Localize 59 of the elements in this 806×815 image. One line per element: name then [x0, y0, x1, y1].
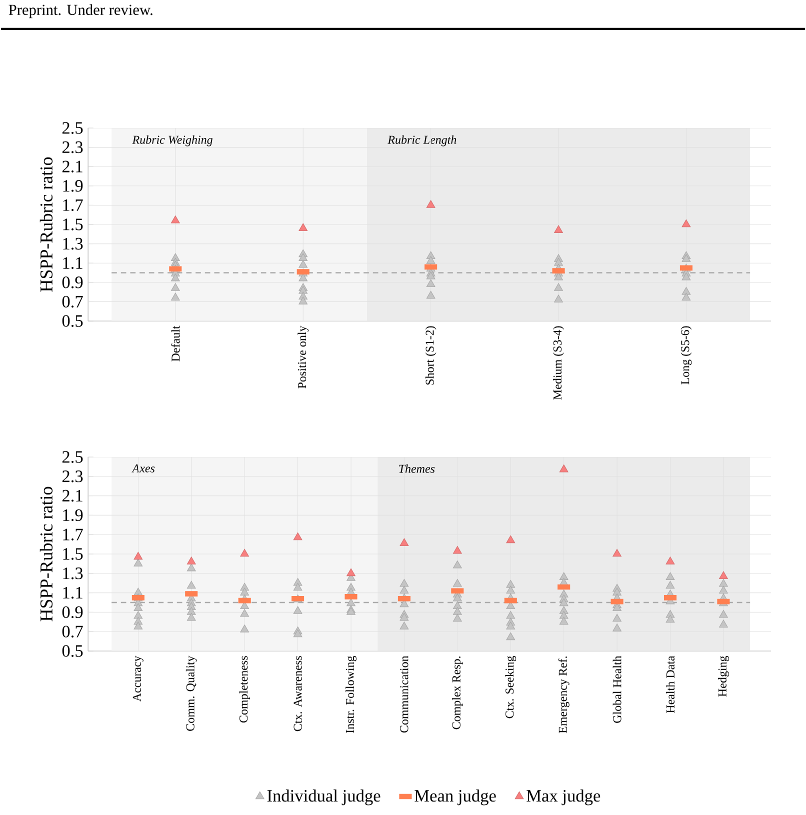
point	[666, 556, 675, 564]
y-tick-label: 0.5	[62, 645, 83, 657]
x-tick-label: Instr. Following	[345, 656, 356, 733]
y-tick-label: 1.5	[63, 218, 83, 230]
x-tick-label: Communication	[400, 656, 408, 733]
x-tick-label: Short (S1-2)	[425, 326, 436, 385]
point	[293, 532, 302, 540]
band-label: Rubric Weighing	[132, 135, 212, 146]
y-tick-label: 1.9	[63, 180, 83, 192]
band-label: Rubric Length	[388, 135, 456, 146]
y-tick-label: 1.9	[63, 509, 83, 522]
x-tick-label: Accuracy	[132, 656, 144, 702]
y-tick-label: 1.1	[63, 586, 82, 599]
y-tick-label: 2.5	[62, 451, 83, 463]
x-tick-label: Positive only	[298, 326, 309, 388]
y-tick-label: 2.5	[62, 122, 83, 134]
y-tick-label: 0.5	[62, 315, 83, 327]
y-tick-label: 0.7	[62, 296, 83, 308]
y-tick-label: 0.7	[62, 626, 83, 638]
y-tick-label: 1.7	[63, 199, 83, 212]
y-tick-label: 1.3	[63, 238, 83, 250]
band-label: Axes	[132, 464, 155, 472]
x-tick-label: Complex Resp.	[452, 656, 463, 730]
point	[452, 546, 462, 554]
point	[400, 538, 409, 546]
y-tick-label: 2.3	[62, 141, 83, 154]
legend-label: Individual judge	[267, 789, 380, 806]
point	[612, 548, 622, 557]
y-tick-label: 0.9	[62, 276, 83, 288]
y-axis-title: HSPP-Rubric ratio	[40, 157, 52, 292]
x-tick-label: Ctx. Seeking	[505, 656, 516, 718]
text: Preprint. Under review.	[8, 4, 152, 18]
y-tick-label: 1.7	[63, 528, 83, 540]
x-tick-label: Emergency Ref.	[558, 656, 570, 734]
point	[240, 548, 249, 557]
x-tick-label: Default	[171, 326, 180, 362]
x-tick-label: Medium (S3-4)	[553, 326, 564, 400]
y-tick-label: 1.5	[63, 548, 83, 560]
point	[506, 535, 515, 544]
point	[134, 552, 143, 560]
x-tick-label: Completeness	[239, 656, 250, 723]
legend-label: Max judge	[526, 789, 600, 806]
x-tick-label: Global Health	[612, 656, 622, 723]
y-tick-label: 2.1	[62, 160, 82, 172]
y-tick-label: 2.3	[62, 470, 83, 482]
x-tick-label: Ctx. Awareness	[294, 656, 302, 732]
y-tick-label: 1.1	[63, 257, 82, 269]
y-tick-label: 2.1	[62, 490, 82, 502]
legend-label: Mean judge	[414, 789, 496, 806]
x-tick-label: Health Data	[666, 656, 674, 713]
x-tick-label: Long (S5-6)	[680, 326, 692, 384]
point	[718, 571, 728, 579]
y-axis-title: HSPP-Rubric ratio	[40, 486, 52, 622]
y-tick-label: 0.9	[62, 606, 83, 618]
band-label: Themes	[399, 464, 435, 473]
x-tick-label: Hedging	[718, 656, 729, 697]
x-tick-label: Comm. Quality	[186, 656, 197, 731]
point	[186, 556, 196, 564]
y-tick-label: 1.3	[63, 568, 83, 580]
